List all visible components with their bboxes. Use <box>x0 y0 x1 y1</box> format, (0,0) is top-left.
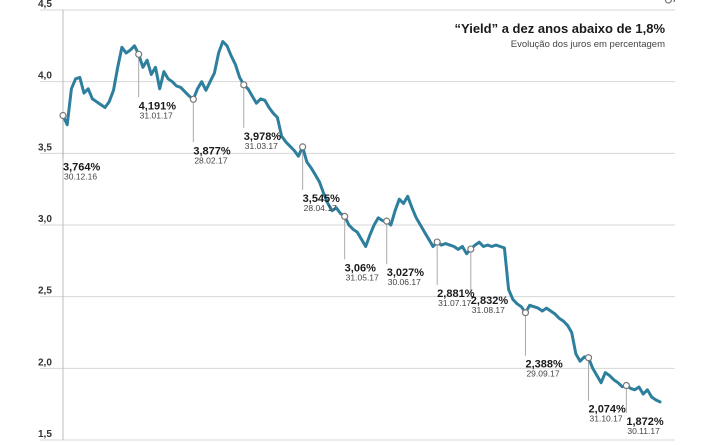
y-tick-label: 4,0 <box>38 71 52 82</box>
y-axis-ticks: 1,5 2,0 2,5 3,0 3,5 4,0 4,5 <box>38 0 52 440</box>
annotation-marker <box>299 143 307 151</box>
annotation-value: 3,027% <box>387 267 425 279</box>
annotation-marker <box>584 354 593 362</box>
y-tick-label: 1,5 <box>38 429 52 440</box>
annotation-value: 4,191% <box>139 100 177 112</box>
annotation-date: 31.08.17 <box>472 305 505 315</box>
annotation-date: 31.05.17 <box>346 272 379 282</box>
annotation-marker <box>467 245 475 253</box>
chart-subtitle: Evolução dos juros em percentagem <box>511 39 665 50</box>
annotation-marker <box>240 81 248 89</box>
annotation-date: 28.04.17 <box>304 203 337 213</box>
annotation-marker <box>622 381 630 390</box>
annotation-marker <box>341 212 349 220</box>
annotation-date: 31.07.17 <box>438 298 471 308</box>
annotation-date: 30.12.16 <box>64 171 97 181</box>
annotation-date: 21.12.17 <box>667 0 700 2</box>
annotation-value: 2,388% <box>525 359 563 371</box>
annotation-date: 29.09.17 <box>526 369 559 379</box>
series-line-yield <box>61 40 662 404</box>
y-tick-label: 2,5 <box>38 286 52 297</box>
annotation-marker <box>383 217 391 225</box>
annotation-date: 28.02.17 <box>194 155 227 165</box>
gridlines <box>40 9 675 441</box>
annotation-date: 30.06.17 <box>388 277 421 287</box>
y-tick-label: 4,5 <box>38 0 52 10</box>
annotation-marker <box>135 50 143 58</box>
annotation-marker <box>664 0 673 4</box>
annotation-date: 31.10.17 <box>590 414 623 424</box>
annotation-leaders <box>62 54 627 413</box>
annotation-value: 1,872% <box>626 416 664 428</box>
annotation-value: 2,881% <box>437 288 475 300</box>
annotation-marker <box>59 111 67 120</box>
annotation-date: 31.03.17 <box>245 141 278 151</box>
annotation-value: 1,766% <box>666 0 704 3</box>
y-tick-label: 2,0 <box>38 357 52 368</box>
annotation-value: 2,832% <box>471 295 509 307</box>
annotation-marker <box>521 309 530 317</box>
y-tick-label: 3,5 <box>38 142 52 153</box>
annotation-date: 30.11.17 <box>627 426 660 436</box>
annotation-markers <box>59 0 673 390</box>
annotation-value: 3,978% <box>244 131 282 143</box>
annotation-date: 31.01.17 <box>140 110 173 120</box>
annotation-marker <box>433 238 441 246</box>
annotation-value: 3,545% <box>303 193 341 205</box>
y-tick-label: 3,0 <box>38 214 52 225</box>
annotation-value: 3,877% <box>193 145 231 157</box>
annotation-marker <box>189 95 197 103</box>
chart-title: “Yield” a dez anos abaixo de 1,8% <box>455 21 666 36</box>
annotation-value: 2,074% <box>589 404 627 416</box>
annotation-value: 3,06% <box>345 262 376 274</box>
annotation-value: 3,764% <box>63 161 101 173</box>
annotation-labels: 3,764%30.12.16 4,191%31.01.17 3,877%28.02.… <box>63 0 704 436</box>
